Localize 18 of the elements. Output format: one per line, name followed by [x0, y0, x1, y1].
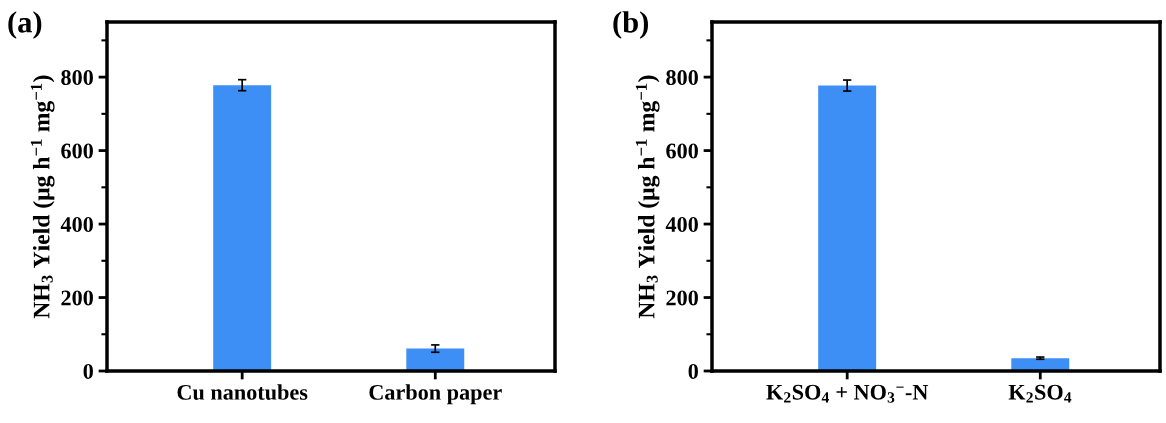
y-axis-title: NH$_{3}$ Yield (μg h$^{−1}$ mg$^{−1}$) — [30, 75, 55, 319]
y-tick-label: 600 — [61, 143, 93, 159]
x-tick-label: Carbon paper — [369, 384, 502, 405]
y-tick-label: 200 — [61, 290, 93, 306]
y-tick-label: 0 — [83, 363, 93, 379]
y-tick-label: 400 — [60, 216, 93, 232]
y-tick-label: 800 — [61, 70, 93, 86]
y-tick-label: 200 — [666, 290, 698, 306]
y-tick-label: 600 — [666, 143, 698, 159]
chart-title: (b) — [613, 11, 648, 39]
chart-title: (a) — [8, 11, 42, 39]
x-tick-label: K$_{2}$SO$_{4}$ — [1008, 384, 1072, 403]
x-tick-label: K$_{2}$SO$_{4}$ + NO$_{3}$$^{−}$-N — [766, 384, 929, 403]
y-tick-label: 800 — [666, 70, 698, 86]
y-tick-label: 0 — [688, 363, 698, 379]
y-tick-label: 400 — [665, 216, 698, 232]
x-tick-label: Cu nanotubes — [177, 384, 308, 400]
y-axis-title: NH$_{3}$ Yield (μg h$^{−1}$ mg$^{−1}$) — [635, 75, 660, 319]
